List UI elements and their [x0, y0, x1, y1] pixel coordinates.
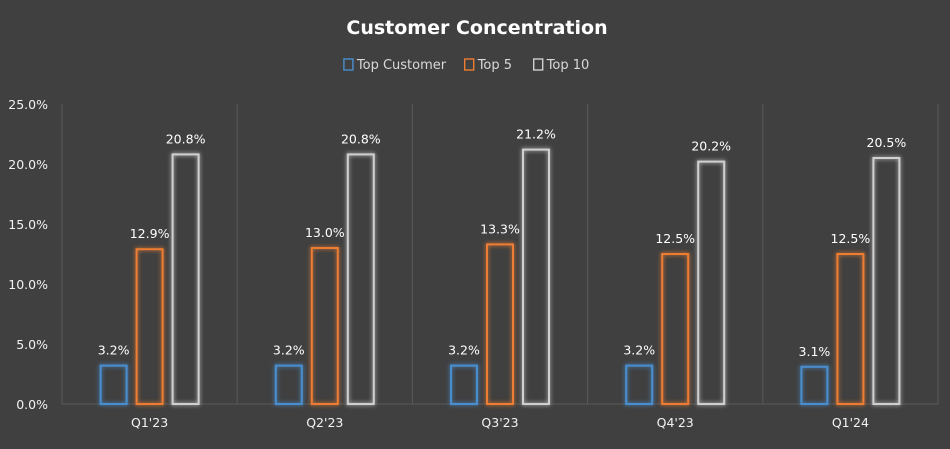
- chart-title: Customer Concentration: [346, 17, 607, 39]
- data-label-top-10-q3-23: 21.2%: [516, 127, 556, 142]
- x-axis: Q1'23 Q2'23 Q3'23 Q4'23 Q1'24: [131, 415, 869, 430]
- bar-top-customer-q1-23: [99, 364, 128, 406]
- bar-top-10-q1-23: [171, 153, 200, 405]
- bar-top-customer-q2-23: [274, 364, 303, 406]
- legend: Top Customer Top 5 Top 10: [343, 58, 590, 73]
- bar-top-10-q2-23: [346, 153, 375, 405]
- y-tick-label-0: 0.0%: [16, 397, 48, 412]
- bar-top-5-q1-24: [836, 253, 865, 405]
- bar-top-customer-q4-23: [625, 364, 654, 406]
- data-label-top-5-q3-23: 13.3%: [480, 221, 520, 236]
- data-label-top-10-q1-24: 20.5%: [867, 135, 907, 150]
- y-axis: 0.0% 5.0% 10.0% 15.0% 20.0% 25.0%: [8, 97, 48, 412]
- bar-top-customer-q3-23: [450, 364, 478, 406]
- data-label-top-10-q4-23: 20.2%: [691, 139, 731, 154]
- bar-top-5-q4-23: [661, 253, 690, 405]
- data-label-top-10-q1-23: 20.8%: [166, 131, 206, 146]
- grid: [61, 104, 939, 405]
- legend-label-top-customer: Top Customer: [356, 58, 447, 73]
- data-label-top-5-q1-24: 12.5%: [831, 231, 871, 246]
- x-tick-label-q1-23: Q1'23: [131, 415, 168, 430]
- data-label-top-customer-q4-23: 3.2%: [623, 343, 655, 358]
- legend-swatch-top-10: [533, 58, 544, 71]
- bar-top-5-q3-23: [486, 243, 514, 405]
- data-label-top-10-q2-23: 20.8%: [341, 131, 381, 146]
- data-labels: 3.2% 12.9% 20.8% 3.2% 13.0% 20.8% 3.2% 13.3% 21.…: [98, 127, 907, 359]
- legend-label-top-5: Top 5: [477, 58, 512, 73]
- bar-top-customer-q1-24: [800, 365, 829, 405]
- y-tick-label-2: 10.0%: [8, 277, 48, 292]
- legend-swatch-top-5: [464, 58, 475, 71]
- data-label-top-5-q4-23: 12.5%: [655, 231, 695, 246]
- bar-top-5-q1-23: [135, 248, 164, 405]
- x-tick-label-q3-23: Q3'23: [481, 415, 518, 430]
- data-label-top-5-q1-23: 12.9%: [130, 226, 170, 241]
- data-label-top-customer-q1-24: 3.1%: [799, 344, 831, 359]
- bar-top-10-q4-23: [697, 160, 726, 405]
- bar-top-10-q3-23: [522, 148, 550, 405]
- y-tick-label-3: 15.0%: [8, 217, 48, 232]
- bar-top-5-q2-23: [310, 247, 339, 405]
- data-label-top-customer-q2-23: 3.2%: [273, 343, 305, 358]
- y-tick-label-4: 20.0%: [8, 157, 48, 172]
- x-tick-label-q2-23: Q2'23: [306, 415, 343, 430]
- data-label-top-customer-q3-23: 3.2%: [448, 343, 480, 358]
- x-tick-label-q4-23: Q4'23: [657, 415, 694, 430]
- bars: [99, 148, 901, 406]
- y-tick-label-5: 25.0%: [8, 97, 48, 112]
- legend-label-top-10: Top 10: [546, 58, 590, 73]
- y-tick-label-1: 5.0%: [16, 337, 48, 352]
- bar-top-10-q1-24: [872, 157, 901, 405]
- legend-swatch-top-customer: [343, 58, 354, 71]
- x-tick-label-q1-24: Q1'24: [832, 415, 869, 430]
- data-label-top-5-q2-23: 13.0%: [305, 225, 345, 240]
- data-label-top-customer-q1-23: 3.2%: [98, 343, 130, 358]
